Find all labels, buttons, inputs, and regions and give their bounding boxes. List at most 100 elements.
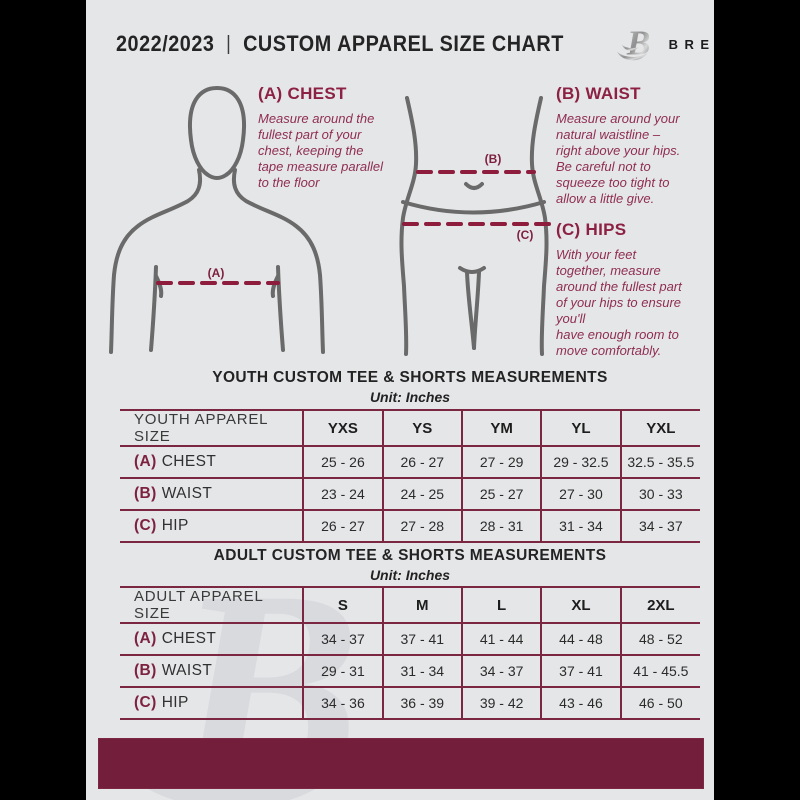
page-title: 2022/2023 | CUSTOM APPAREL SIZE CHART — [116, 31, 564, 57]
measurement-value: 48 - 52 — [619, 622, 700, 655]
measurement-value: 34 - 37 — [619, 509, 700, 542]
size-chart-page: B 2022/2023 | CUSTOM APPAREL SIZE CHART — [86, 0, 714, 800]
row-name: HIP — [161, 517, 189, 534]
chest-measure-label: (A) — [208, 266, 225, 280]
size-col-header: YM — [460, 410, 542, 447]
title-divider: | — [226, 32, 232, 55]
size-col-header: XL — [540, 587, 621, 624]
row-prefix: (B) — [134, 485, 157, 502]
table-header-row: ADULT APPAREL SIZE S M L XL 2XL — [120, 587, 700, 624]
row-label: (B) WAIST — [120, 477, 304, 510]
header: 2022/2023 | CUSTOM APPAREL SIZE CHART B — [116, 20, 714, 68]
youth-size-label: YOUTH APPAREL SIZE — [120, 410, 304, 447]
measurement-value: 29 - 31 — [302, 654, 383, 687]
measurement-value: 43 - 46 — [540, 686, 621, 719]
page-content: 2022/2023 | CUSTOM APPAREL SIZE CHART B — [86, 0, 714, 800]
adult-table-title: ADULT CUSTOM TEE & SHORTS MEASUREMENTS — [213, 547, 607, 564]
row-label: (C) HIP — [120, 509, 304, 542]
table-row-waist: (B) WAIST 23 - 24 24 - 25 25 - 27 27 - 30… — [120, 477, 700, 510]
waist-body: Measure around your natural waistline – … — [556, 111, 681, 206]
logo-letter: B — [626, 24, 650, 63]
chest-heading: (A) CHEST — [258, 84, 347, 103]
adult-size-label: ADULT APPAREL SIZE — [120, 587, 304, 624]
row-prefix: (C) — [134, 694, 157, 711]
measurement-value: 32.5 - 35.5 — [619, 445, 700, 478]
measurement-value: 44 - 48 — [540, 622, 621, 655]
measurement-value: 39 - 42 — [460, 686, 542, 719]
youth-table-title: YOUTH CUSTOM TEE & SHORTS MEASUREMENTS — [212, 369, 608, 386]
size-col-header: M — [381, 587, 462, 624]
waist-hips-diagram: (B) (C) — [399, 96, 554, 356]
row-name: WAIST — [161, 485, 213, 502]
measurement-value: 28 - 31 — [460, 509, 542, 542]
measurement-value: 26 - 27 — [381, 445, 462, 478]
row-label: (B) WAIST — [120, 654, 304, 687]
brand-lockup: B BREAKAWAY — [614, 22, 714, 66]
row-name: CHEST — [161, 453, 217, 470]
row-name: CHEST — [161, 630, 217, 647]
hips-body: With your feet together, measure around … — [556, 247, 682, 358]
measurement-value: 29 - 32.5 — [540, 445, 621, 478]
measurement-value: 34 - 37 — [302, 622, 383, 655]
row-prefix: (A) — [134, 630, 157, 647]
adult-table-unit: Unit: Inches — [369, 567, 451, 583]
torso-chest-diagram: (A) — [109, 85, 325, 354]
hips-measure-label: (C) — [517, 228, 534, 242]
measurement-value: 26 - 27 — [302, 509, 383, 542]
size-col-header: S — [302, 587, 383, 624]
row-label: (A) CHEST — [120, 445, 304, 478]
measurement-value: 25 - 27 — [460, 477, 542, 510]
measurement-value: 27 - 28 — [381, 509, 462, 542]
size-col-header: YL — [540, 410, 621, 447]
title-text: CUSTOM APPAREL SIZE CHART — [243, 31, 564, 56]
table-row-hip: (C) HIP 34 - 36 36 - 39 39 - 42 43 - 46 4… — [120, 686, 700, 719]
breakaway-logo-icon: B — [616, 24, 650, 63]
row-name: HIP — [161, 694, 189, 711]
row-label: (A) CHEST — [120, 622, 304, 655]
table-row-hip: (C) HIP 26 - 27 27 - 28 28 - 31 31 - 34 3… — [120, 509, 700, 542]
title-year: 2022/2023 — [116, 31, 215, 56]
size-col-header: YS — [381, 410, 462, 447]
table-header-row: YOUTH APPAREL SIZE YXS YS YM YL YXL — [120, 410, 700, 447]
measurement-value: 37 - 41 — [540, 654, 621, 687]
size-col-header: YXL — [619, 410, 700, 447]
row-prefix: (B) — [134, 662, 157, 679]
waist-measure-label: (B) — [485, 152, 502, 166]
measurement-value: 31 - 34 — [540, 509, 621, 542]
table-row-chest: (A) CHEST 34 - 37 37 - 41 41 - 44 44 - 48… — [120, 622, 700, 655]
measurement-value: 24 - 25 — [381, 477, 462, 510]
measurement-value: 34 - 36 — [302, 686, 383, 719]
measurement-value: 34 - 37 — [460, 654, 542, 687]
chest-body: Measure around the fullest part of your … — [258, 111, 384, 190]
measurement-value: 30 - 33 — [619, 477, 700, 510]
size-col-header: L — [460, 587, 542, 624]
hips-heading: (C) HIPS — [556, 220, 627, 239]
measurement-value: 41 - 45.5 — [619, 654, 700, 687]
measurement-value: 31 - 34 — [381, 654, 462, 687]
brand-name: BREAKAWAY — [668, 36, 714, 52]
row-name: WAIST — [161, 662, 213, 679]
table-row-waist: (B) WAIST 29 - 31 31 - 34 34 - 37 37 - 41… — [120, 654, 700, 687]
measurement-value: 27 - 30 — [540, 477, 621, 510]
table-row-chest: (A) CHEST 25 - 26 26 - 27 27 - 29 29 - 32… — [120, 445, 700, 478]
youth-size-table: YOUTH APPAREL SIZE YXS YS YM YL YXL (A) C… — [120, 409, 700, 543]
size-col-header: 2XL — [619, 587, 700, 624]
measurement-value: 27 - 29 — [460, 445, 542, 478]
adult-size-table: ADULT APPAREL SIZE S M L XL 2XL (A) CHEST… — [120, 586, 700, 720]
measurement-value: 36 - 39 — [381, 686, 462, 719]
hips-instructions: (C) HIPS With your feet together, measur… — [556, 220, 714, 359]
row-prefix: (C) — [134, 517, 157, 534]
size-col-header: YXS — [302, 410, 383, 447]
waist-heading: (B) WAIST — [556, 84, 641, 103]
measurement-value: 25 - 26 — [302, 445, 383, 478]
chest-instructions: (A) CHEST Measure around the fullest par… — [258, 84, 408, 191]
measurement-value: 23 - 24 — [302, 477, 383, 510]
measurement-value: 41 - 44 — [460, 622, 542, 655]
footer-bar — [98, 738, 704, 789]
waist-instructions: (B) WAIST Measure around your natural wa… — [556, 84, 714, 207]
row-prefix: (A) — [134, 453, 157, 470]
measurement-value: 37 - 41 — [381, 622, 462, 655]
youth-table-unit: Unit: Inches — [369, 389, 451, 405]
measurement-value: 46 - 50 — [619, 686, 700, 719]
